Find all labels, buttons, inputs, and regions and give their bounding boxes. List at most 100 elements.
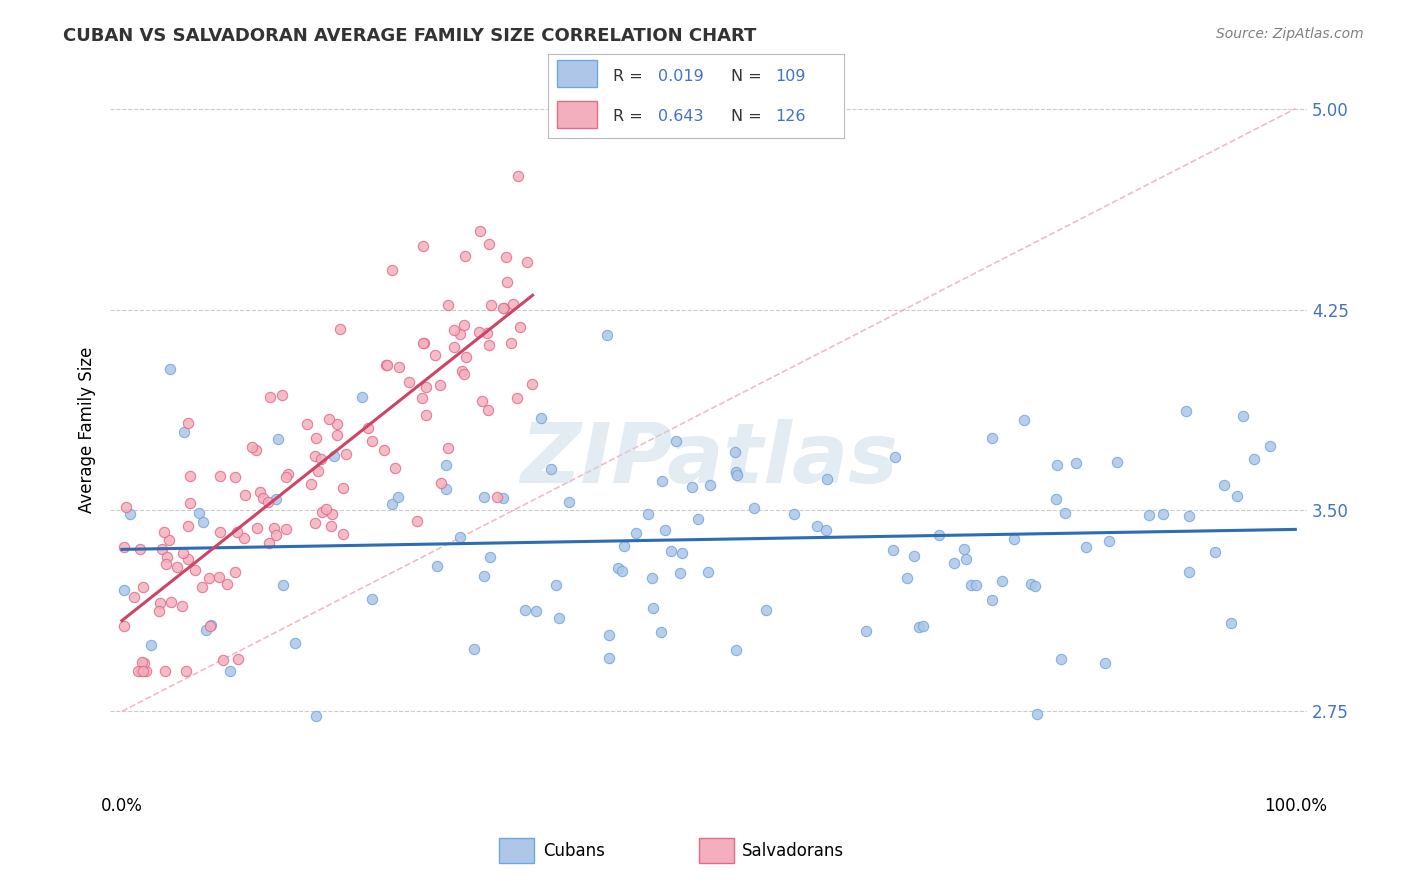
Point	[224, 565, 246, 579]
Point	[208, 570, 231, 584]
Point	[478, 338, 501, 352]
Point	[332, 481, 354, 495]
Point	[450, 364, 472, 378]
Point	[524, 604, 547, 618]
Point	[468, 326, 491, 340]
Point	[1094, 657, 1116, 671]
Point	[277, 467, 299, 481]
Point	[375, 359, 398, 373]
Point	[426, 558, 449, 573]
Point	[263, 521, 285, 535]
Point	[257, 536, 280, 550]
Point	[1232, 409, 1254, 424]
Point	[1177, 509, 1199, 524]
Point	[198, 571, 221, 585]
Point	[928, 528, 950, 542]
Point	[724, 444, 747, 458]
Point	[352, 390, 374, 404]
Point	[479, 297, 502, 311]
Point	[1258, 438, 1281, 452]
Point	[1219, 615, 1241, 630]
Point	[173, 425, 195, 439]
Point	[415, 380, 437, 394]
Text: N =: N =	[731, 109, 768, 124]
Point	[156, 550, 179, 565]
Point	[515, 254, 537, 268]
Point	[724, 643, 747, 657]
Point	[274, 470, 297, 484]
Point	[191, 515, 214, 529]
Point	[991, 574, 1014, 588]
Point	[264, 492, 287, 507]
Point	[412, 335, 434, 350]
Point	[195, 624, 218, 638]
Point	[650, 624, 672, 639]
Point	[217, 577, 239, 591]
Point	[132, 656, 155, 670]
Point	[472, 569, 495, 583]
Point	[131, 655, 153, 669]
Bar	[557, 60, 598, 87]
Point	[329, 322, 352, 336]
Text: 0.643: 0.643	[658, 109, 703, 124]
Point	[388, 359, 411, 374]
Point	[540, 462, 562, 476]
Point	[384, 461, 406, 475]
Point	[453, 367, 475, 381]
Point	[381, 497, 404, 511]
Point	[681, 480, 703, 494]
Point	[595, 327, 617, 342]
Point	[179, 469, 201, 483]
Point	[896, 571, 918, 585]
Point	[1226, 490, 1249, 504]
Point	[436, 441, 458, 455]
Point	[311, 451, 333, 466]
Point	[699, 478, 721, 492]
Point	[783, 507, 806, 521]
Point	[1012, 412, 1035, 426]
Point	[530, 411, 553, 425]
Point	[398, 375, 420, 389]
Point	[326, 417, 349, 431]
Point	[1243, 451, 1265, 466]
Point	[754, 603, 776, 617]
Point	[373, 442, 395, 457]
Point	[814, 523, 837, 537]
Point	[478, 236, 501, 251]
Point	[176, 551, 198, 566]
Point	[965, 578, 987, 592]
Point	[284, 636, 307, 650]
Point	[436, 298, 458, 312]
Point	[129, 664, 152, 678]
Point	[943, 557, 966, 571]
Point	[815, 472, 838, 486]
Point	[132, 580, 155, 594]
Point	[1024, 579, 1046, 593]
Point	[132, 664, 155, 678]
Point	[651, 474, 673, 488]
Y-axis label: Average Family Size: Average Family Size	[79, 347, 96, 513]
Point	[411, 391, 433, 405]
Point	[506, 391, 529, 405]
Point	[449, 530, 471, 544]
Point	[257, 495, 280, 509]
Point	[479, 549, 502, 564]
Point	[228, 652, 250, 666]
Point	[252, 491, 274, 505]
Text: ZIPatlas: ZIPatlas	[520, 418, 897, 500]
Point	[208, 468, 231, 483]
Point	[522, 376, 544, 391]
Point	[606, 561, 628, 575]
Point	[492, 301, 515, 315]
Point	[508, 169, 530, 183]
Point	[270, 387, 292, 401]
Point	[211, 652, 233, 666]
Point	[135, 664, 157, 678]
Point	[153, 524, 176, 539]
Point	[558, 495, 581, 509]
Point	[742, 501, 765, 516]
Point	[1046, 458, 1069, 472]
Point	[547, 611, 569, 625]
Point	[259, 390, 281, 404]
Point	[665, 434, 688, 448]
